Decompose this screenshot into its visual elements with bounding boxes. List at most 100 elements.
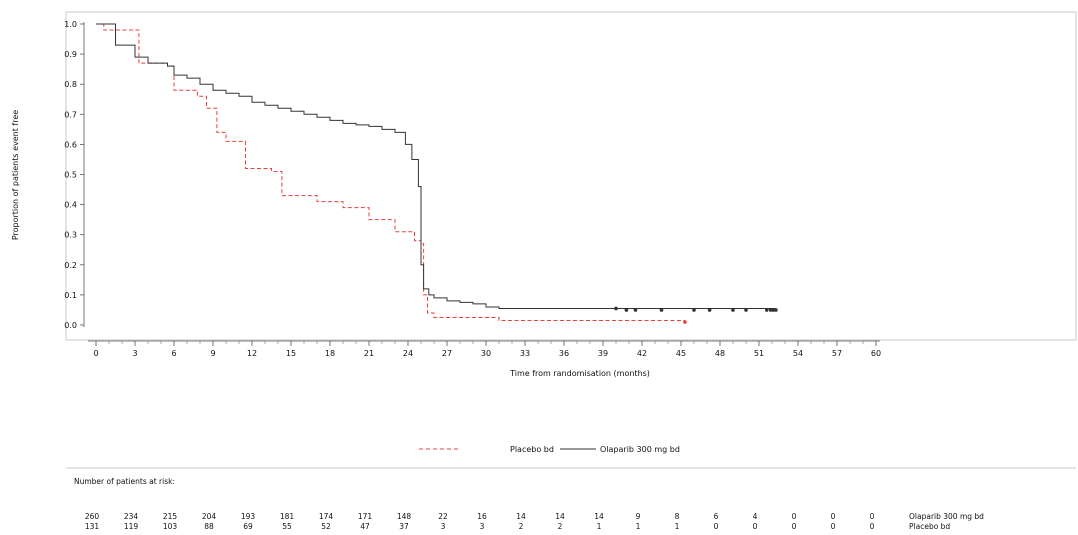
y-tick-label: 0.6 xyxy=(64,140,77,149)
y-tick-label: 0.3 xyxy=(64,231,77,240)
y-tick-label: 0.5 xyxy=(64,171,77,180)
censor-mark xyxy=(692,308,696,312)
x-tick-label: 57 xyxy=(832,349,842,358)
risk-cell: 148 xyxy=(397,512,412,521)
risk-cell: 4 xyxy=(753,512,758,521)
y-axis: 0.0 0.1 0.2 0.3 0.4 0.5 0.6 0.7 0.8 0.9 1.0 xyxy=(64,20,85,330)
plot-frame xyxy=(65,11,1077,341)
x-tick-label: 33 xyxy=(520,349,530,358)
y-axis-label: Proportion of patients event free xyxy=(11,110,20,240)
risk-cell: 0 xyxy=(831,522,836,531)
risk-cell: 55 xyxy=(282,522,292,531)
risk-cell: 37 xyxy=(399,522,409,531)
risk-cell: 0 xyxy=(792,522,797,531)
x-tick-label: 18 xyxy=(325,349,335,358)
x-tick-label: 9 xyxy=(210,349,215,358)
censor-mark xyxy=(771,308,776,312)
censor-mark xyxy=(774,308,778,312)
censor-mark xyxy=(768,308,773,312)
x-tick-label: 42 xyxy=(637,349,647,358)
risk-cell: 22 xyxy=(438,512,448,521)
risk-cell: 14 xyxy=(516,512,526,521)
x-tick-label: 27 xyxy=(442,349,452,358)
risk-cell: 0 xyxy=(831,512,836,521)
risk-cell: 131 xyxy=(85,522,100,531)
plot-area: 0.00.10.20.30.40.50.60.70.80.91.0 0 3 6 9 12… xyxy=(64,11,1077,358)
risk-cell: 234 xyxy=(124,512,139,521)
y-tick-label: 0.4 xyxy=(64,201,77,210)
x-tick-label: 21 xyxy=(364,349,374,358)
risk-table: Number of patients at risk: 260 234 215 204… xyxy=(74,477,984,531)
series-line-olaparib xyxy=(96,23,776,310)
x-tick-label: 30 xyxy=(481,349,491,358)
x-tick-label: 54 xyxy=(793,349,803,358)
risk-cell: 88 xyxy=(204,522,214,531)
y-tick-label: 1.0 xyxy=(64,20,77,29)
x-tick-label: 15 xyxy=(286,349,296,358)
risk-cell: 8 xyxy=(675,512,680,521)
risk-cell: 69 xyxy=(243,522,253,531)
x-tick-label: 39 xyxy=(598,349,608,358)
censor-mark xyxy=(731,308,735,312)
risk-cell: 2 xyxy=(519,522,524,531)
x-tick-label: 36 xyxy=(559,349,569,358)
risk-cell: 16 xyxy=(477,512,487,521)
y-tick-label: 0.0 xyxy=(64,321,77,330)
censor-mark xyxy=(624,308,629,312)
x-tick-label: 24 xyxy=(403,349,413,358)
risk-cell: 14 xyxy=(555,512,565,521)
x-tick-label: 45 xyxy=(676,349,686,358)
x-axis-label: Time from randomisation (months) xyxy=(509,369,650,378)
risk-cell: 0 xyxy=(753,522,758,531)
risk-cell: 174 xyxy=(319,512,334,521)
y-tick-label: 0.9 xyxy=(64,50,77,59)
risk-cell: 215 xyxy=(163,512,178,521)
censor-mark xyxy=(614,306,618,311)
risk-cell: 52 xyxy=(321,522,331,531)
risk-cell: 181 xyxy=(280,512,295,521)
x-tick-label: 60 xyxy=(871,349,881,358)
x-tick-label: 6 xyxy=(171,349,176,358)
risk-cell: 0 xyxy=(714,522,719,531)
x-axis: 0 3 6 9 12 15 18 21 24 27 30 33 36 39 42 45 48 51 54 57 60 xyxy=(88,340,881,358)
risk-row-label: Olaparib 300 mg bd xyxy=(909,512,984,521)
risk-cell: 1 xyxy=(636,522,641,531)
y-tick-label: 0.8 xyxy=(64,80,77,89)
y-tick-label: 0.7 xyxy=(64,110,77,119)
risk-cell: 171 xyxy=(358,512,373,521)
risk-cell: 0 xyxy=(870,522,875,531)
risk-table-title: Number of patients at risk: xyxy=(74,477,175,486)
risk-cell: 1 xyxy=(597,522,602,531)
risk-cell: 3 xyxy=(480,522,485,531)
legend-label-olaparib: Olaparib 300 mg bd xyxy=(600,445,680,454)
legend-label-placebo: Placebo bd xyxy=(510,445,554,454)
risk-cell: 204 xyxy=(202,512,217,521)
risk-cell: 103 xyxy=(163,522,178,531)
legend: Placebo bd Olaparib 300 mg bd xyxy=(66,445,1076,469)
x-tick-label: 3 xyxy=(132,349,137,358)
risk-cell: 14 xyxy=(594,512,604,521)
y-tick-label: 0.1 xyxy=(64,291,77,300)
y-tick-label: 0.2 xyxy=(64,261,77,270)
risk-cell: 193 xyxy=(241,512,256,521)
censor-mark xyxy=(744,308,748,312)
risk-cell: 260 xyxy=(85,512,100,521)
x-tick-label: 51 xyxy=(754,349,764,358)
risk-cell: 9 xyxy=(636,512,641,521)
risk-cell: 1 xyxy=(675,522,680,531)
risk-cell: 6 xyxy=(714,512,719,521)
risk-row-label: Placebo bd xyxy=(909,522,950,531)
risk-cell: 2 xyxy=(558,522,563,531)
risk-cell: 0 xyxy=(792,512,797,521)
censor-mark xyxy=(765,308,769,312)
risk-cell: 3 xyxy=(441,522,446,531)
risk-cell: 0 xyxy=(870,512,875,521)
x-tick-label: 0 xyxy=(93,349,98,358)
censor-mark xyxy=(633,308,638,312)
censor-mark xyxy=(683,320,687,324)
x-tick-label: 48 xyxy=(715,349,725,358)
censor-mark xyxy=(707,308,712,312)
series-layer xyxy=(96,23,778,324)
